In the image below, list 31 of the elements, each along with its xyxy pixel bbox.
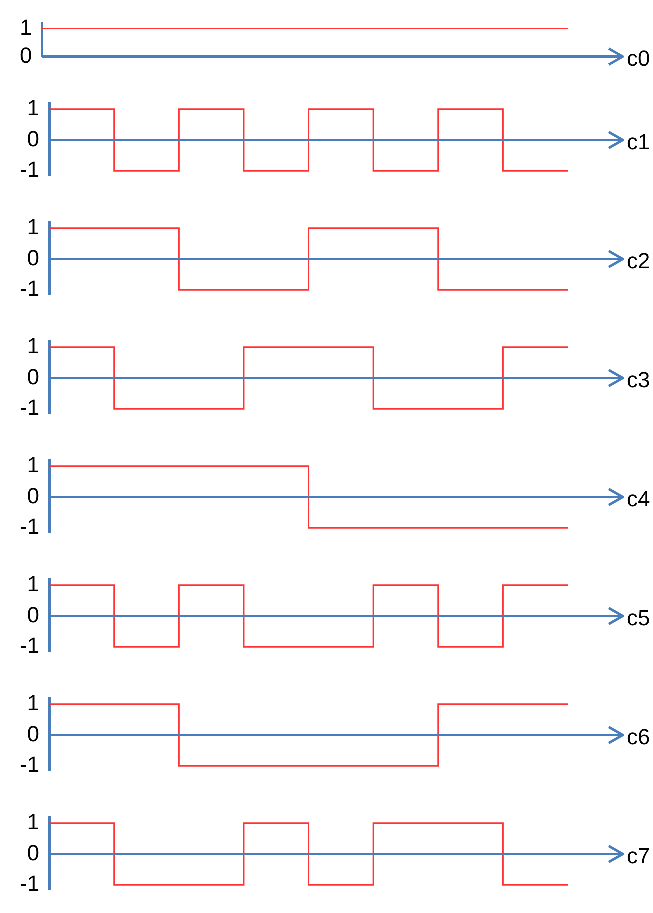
y-tick-label: 0 <box>27 602 40 628</box>
y-tick-label: 1 <box>20 14 32 40</box>
y-tick-label: 1 <box>27 571 40 596</box>
y-tick-label: 1 <box>27 214 40 240</box>
y-tick-label: 0 <box>27 721 40 746</box>
x-axis-title: c6 <box>627 724 650 750</box>
x-axis-title: c0 <box>627 46 650 71</box>
y-tick-label: 0 <box>27 364 40 390</box>
y-tick-label: 1 <box>27 333 40 358</box>
y-tick-label: -1 <box>20 157 40 182</box>
y-tick-label: -1 <box>20 514 40 540</box>
y-tick-label: -1 <box>20 633 40 658</box>
y-tick-label: 1 <box>27 95 40 120</box>
y-tick-label: 0 <box>27 483 40 508</box>
y-tick-label: -1 <box>20 276 40 302</box>
x-axis-title: c3 <box>627 367 650 392</box>
y-tick-label: 1 <box>27 452 40 478</box>
y-tick-label: 0 <box>27 840 40 866</box>
x-axis-title: c2 <box>627 248 650 274</box>
y-tick-label: -1 <box>20 752 40 778</box>
y-tick-label: -1 <box>20 871 40 896</box>
x-axis-title: c4 <box>627 486 650 512</box>
y-tick-label: 1 <box>27 690 40 716</box>
x-axis-title: c1 <box>627 129 650 154</box>
x-axis-title: c5 <box>627 605 650 630</box>
y-tick-label: 0 <box>27 126 40 152</box>
y-tick-label: 0 <box>20 42 32 68</box>
y-tick-label: 1 <box>27 809 40 834</box>
y-tick-label: -1 <box>20 395 40 420</box>
x-axis-title: c7 <box>627 843 650 868</box>
y-tick-label: 0 <box>27 245 40 270</box>
